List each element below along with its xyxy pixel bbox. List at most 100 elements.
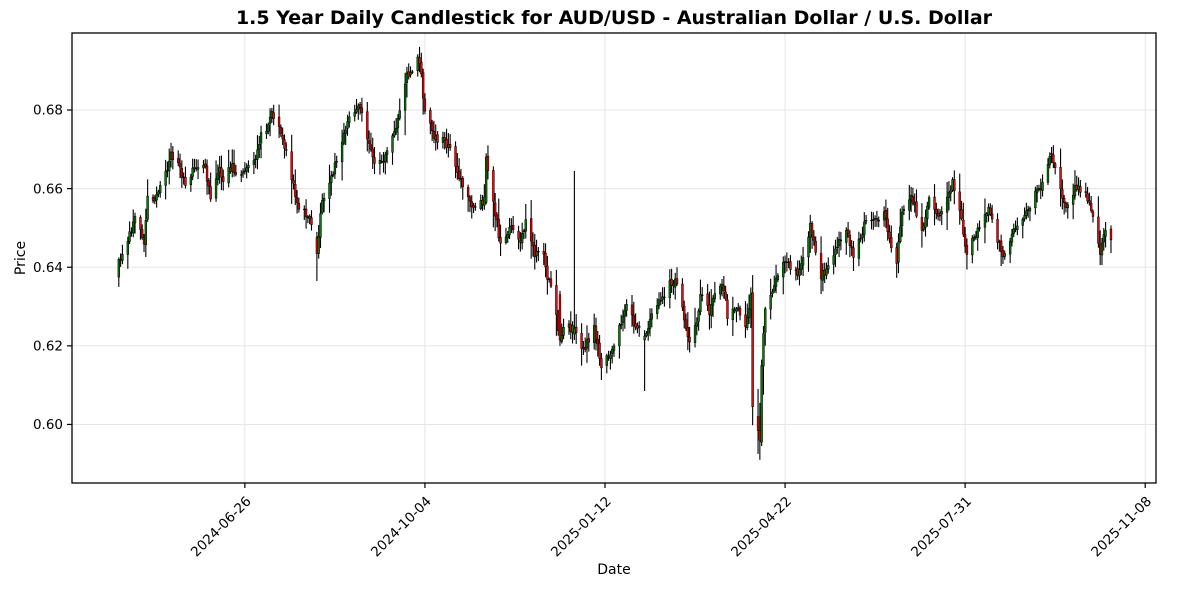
candle-body-down — [670, 279, 673, 286]
candle-body-down — [454, 146, 457, 167]
candle-body-up — [656, 305, 659, 314]
candle-body-up — [701, 294, 704, 296]
candle-body-down — [920, 217, 924, 231]
candle-body-up — [834, 248, 837, 255]
candle-body-down — [587, 338, 590, 343]
candle-body-down — [933, 196, 936, 210]
candle-body-up — [1071, 195, 1075, 205]
x-axis-label: Date — [597, 562, 630, 578]
candle-body-down — [936, 212, 940, 217]
candle-body-down — [989, 207, 992, 215]
candle-body-down — [171, 152, 175, 161]
candle-body-up — [663, 296, 666, 299]
candle-body-up — [710, 304, 713, 316]
candle-body-up — [159, 185, 162, 193]
candle-body-down — [756, 416, 760, 431]
candle-body-up — [926, 206, 929, 220]
candle-body-up — [711, 298, 715, 306]
candle-body-down — [430, 122, 434, 132]
candle-body-up — [605, 355, 608, 366]
candle-body-up — [1046, 163, 1050, 183]
candle-body-down — [978, 227, 981, 229]
candle-body-down — [1088, 200, 1091, 203]
candle-body-down — [596, 339, 599, 345]
candle-body-down — [366, 111, 369, 140]
candle-body-up — [771, 291, 774, 295]
candle-body-up — [403, 83, 407, 111]
candle-body-up — [265, 131, 268, 134]
candle-body-down — [531, 241, 535, 247]
candle-body-up — [735, 308, 738, 312]
candle-body-down — [448, 144, 452, 148]
candle-body-down — [193, 167, 196, 169]
candle-body-up — [405, 72, 409, 83]
candle-body-down — [382, 161, 385, 163]
candle-body-down — [358, 104, 362, 108]
candle-body-up — [335, 161, 338, 163]
candle-body-down — [420, 61, 423, 75]
candle-body-down — [529, 218, 533, 242]
candle-body-up — [524, 219, 527, 232]
candle-body-down — [738, 307, 742, 316]
candle-body-up — [746, 317, 749, 329]
candle-body-down — [789, 261, 792, 270]
candle-body-up — [713, 293, 717, 300]
candle-body-up — [983, 214, 987, 228]
candle-body-down — [511, 225, 515, 230]
candle-body-up — [268, 116, 272, 124]
candle-body-down — [360, 107, 364, 114]
candle-body-up — [1041, 182, 1044, 191]
candle-body-down — [139, 217, 142, 230]
candle-body-down — [846, 229, 850, 234]
candle-body-down — [1053, 163, 1057, 168]
candle-body-up — [899, 226, 902, 242]
candle-body-down — [683, 306, 686, 321]
candle-body-up — [668, 280, 671, 299]
candle-body-down — [436, 134, 439, 143]
candle-body-up — [945, 196, 949, 213]
candle-body-up — [623, 310, 626, 317]
candle-body-up — [864, 220, 868, 222]
candle-body-down — [310, 217, 313, 225]
candle-body-up — [774, 277, 778, 287]
y-tick-label: 0.64 — [33, 260, 63, 276]
candle-body-up — [1104, 230, 1107, 237]
candle-body-down — [279, 126, 283, 135]
candle-body-up — [344, 129, 347, 134]
candle-body-down — [495, 214, 499, 221]
candle-body-up — [267, 124, 270, 132]
candle-body-down — [996, 219, 999, 243]
y-tick-label: 0.66 — [33, 181, 63, 197]
candle-body-up — [650, 313, 653, 320]
candle-body-down — [819, 253, 823, 280]
candle-body-down — [177, 158, 180, 163]
candle-body-down — [272, 112, 275, 119]
candle-body-up — [394, 127, 398, 133]
candle-body-up — [227, 167, 230, 184]
candle-body-down — [859, 238, 862, 240]
candle-body-down — [432, 130, 436, 139]
candle-body-down — [1084, 191, 1087, 193]
candle-body-down — [445, 138, 448, 148]
candle-body-down — [814, 240, 817, 253]
candle-body-up — [801, 257, 805, 266]
candle-body-up — [157, 191, 160, 195]
candle-body-up — [202, 164, 205, 169]
candle-body-up — [760, 365, 763, 443]
candle-body-up — [241, 171, 245, 174]
candle-body-up — [837, 238, 841, 247]
candle-body-down — [499, 237, 502, 244]
candle-body-up — [585, 339, 589, 349]
candle-body-up — [385, 150, 389, 155]
candle-body-down — [544, 252, 547, 268]
candle-body-down — [492, 170, 495, 202]
candle-body-down — [178, 163, 182, 168]
candle-body-up — [657, 299, 661, 307]
candle-body-down — [684, 319, 688, 329]
candle-body-up — [504, 236, 508, 243]
candle-body-up — [396, 118, 400, 129]
candle-body-down — [290, 151, 293, 181]
candle-body-up — [133, 216, 137, 224]
candle-body-up — [391, 135, 394, 153]
